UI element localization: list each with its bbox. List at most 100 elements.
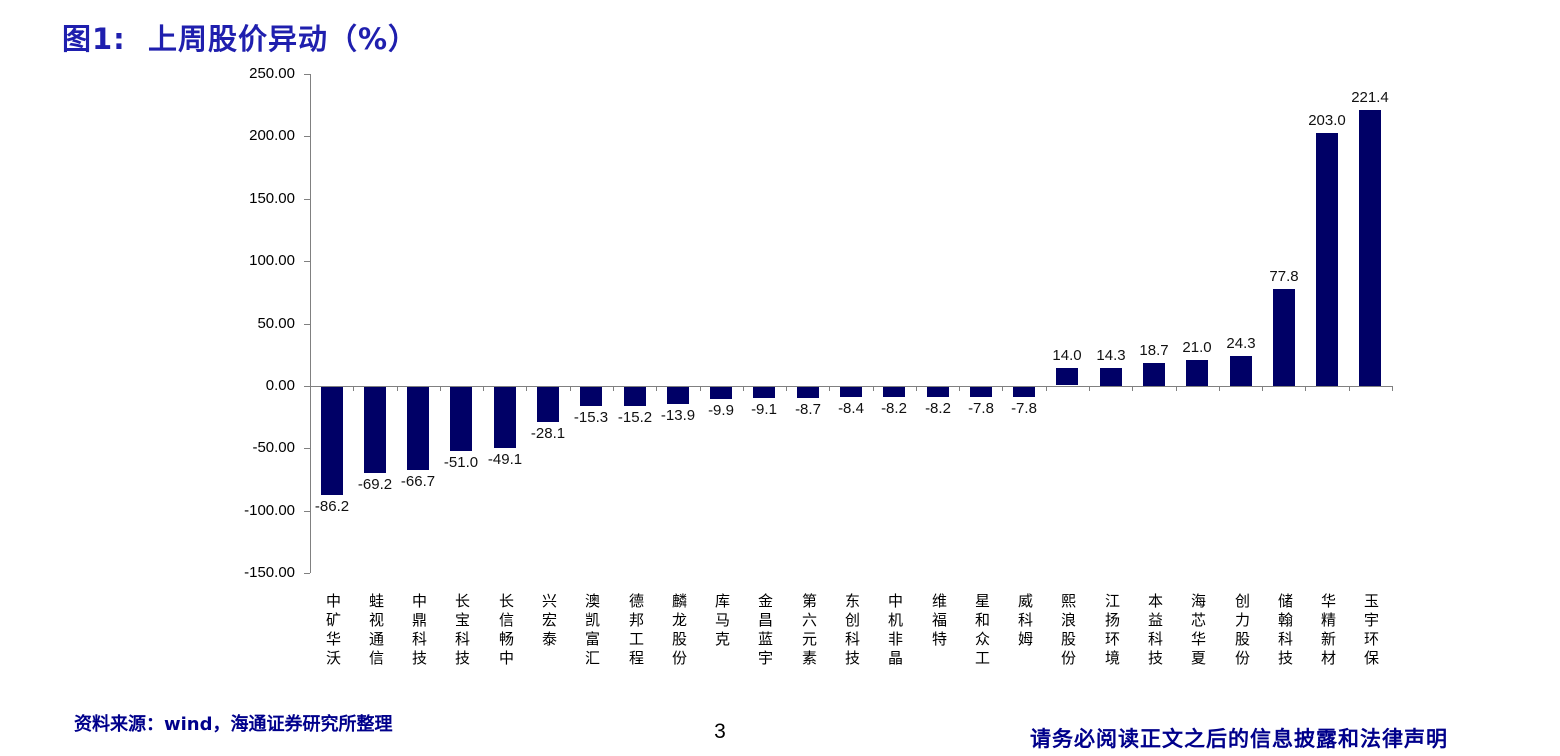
category-label: 中鼎科技 — [410, 593, 428, 669]
x-axis-line — [310, 386, 1392, 387]
y-tick-label: 50.00 — [257, 315, 295, 332]
y-tick-label: 200.00 — [249, 127, 295, 144]
y-tick-mark — [304, 511, 310, 512]
x-tick-mark — [1046, 386, 1047, 391]
category-label: 金昌蓝宇 — [756, 593, 774, 669]
bar — [970, 387, 992, 397]
bar-value-label: -8.2 — [925, 400, 951, 417]
chart-title: 图1: 上周股价异动（%） — [62, 22, 419, 56]
category-label: 中机非晶 — [886, 593, 904, 669]
bar — [364, 387, 386, 473]
bar — [1230, 356, 1252, 386]
bar-value-label: -51.0 — [443, 454, 479, 471]
bar — [537, 387, 559, 422]
x-tick-mark — [1305, 386, 1306, 391]
bar-value-label: -9.1 — [751, 401, 777, 418]
category-label: 蛙视通信 — [367, 593, 385, 669]
category-label: 华精新材 — [1319, 593, 1337, 669]
bar-value-label: 203.0 — [1308, 112, 1346, 129]
bar-value-label: -69.2 — [357, 476, 393, 493]
category-label: 威科姆 — [1016, 593, 1034, 650]
x-tick-mark — [700, 386, 701, 391]
y-tick-mark — [304, 261, 310, 262]
x-tick-mark — [656, 386, 657, 391]
y-tick-label: 100.00 — [249, 252, 295, 269]
bar — [667, 387, 689, 404]
category-label: 澳凯富汇 — [583, 593, 601, 669]
bar-value-label: 14.3 — [1096, 347, 1126, 364]
x-tick-mark — [310, 386, 311, 391]
bar — [1273, 289, 1295, 386]
y-tick-mark — [304, 386, 310, 387]
x-tick-mark — [440, 386, 441, 391]
page-number: 3 — [714, 720, 726, 743]
bar-value-label: 18.7 — [1139, 342, 1169, 359]
bar — [1359, 110, 1381, 386]
x-tick-mark — [959, 386, 960, 391]
bar-value-label: -66.7 — [400, 473, 436, 490]
y-tick-mark — [304, 199, 310, 200]
x-tick-mark — [1349, 386, 1350, 391]
bar — [710, 387, 732, 399]
x-tick-mark — [613, 386, 614, 391]
y-tick-mark — [304, 573, 310, 574]
x-tick-mark — [1392, 386, 1393, 391]
y-axis-line — [310, 74, 311, 573]
bar — [450, 387, 472, 451]
bar-value-label: 21.0 — [1182, 339, 1212, 356]
bar — [1056, 368, 1078, 385]
category-label: 长宝科技 — [453, 593, 471, 669]
category-label: 本益科技 — [1146, 593, 1164, 669]
x-tick-mark — [1219, 386, 1220, 391]
y-tick-mark — [304, 324, 310, 325]
category-label: 海芯华夏 — [1189, 593, 1207, 669]
x-tick-mark — [873, 386, 874, 391]
bar — [840, 387, 862, 397]
x-tick-mark — [1262, 386, 1263, 391]
x-tick-mark — [786, 386, 787, 391]
x-tick-mark — [743, 386, 744, 391]
x-tick-mark — [353, 386, 354, 391]
y-tick-mark — [304, 74, 310, 75]
x-tick-mark — [1132, 386, 1133, 391]
y-tick-label: 250.00 — [249, 65, 295, 82]
bar-value-label: -8.7 — [795, 401, 821, 418]
bar — [321, 387, 343, 495]
bar — [883, 387, 905, 397]
x-tick-mark — [526, 386, 527, 391]
bar-value-label: 221.4 — [1351, 89, 1389, 106]
bar-value-label: -15.3 — [573, 409, 609, 426]
bar-value-label: -15.2 — [617, 409, 653, 426]
bar — [1143, 363, 1165, 386]
bar — [753, 387, 775, 398]
category-label: 麟龙股份 — [670, 593, 688, 669]
category-label: 江扬环境 — [1103, 593, 1121, 669]
x-tick-mark — [483, 386, 484, 391]
category-label: 第六元素 — [800, 593, 818, 669]
category-label: 中矿华沃 — [324, 593, 342, 669]
x-tick-mark — [570, 386, 571, 391]
bar — [494, 387, 516, 448]
bar-value-label: -49.1 — [487, 451, 523, 468]
bar — [1013, 387, 1035, 397]
bar-value-label: -13.9 — [660, 407, 696, 424]
category-label: 玉宇环保 — [1362, 593, 1380, 669]
category-label: 星和众工 — [973, 593, 991, 669]
bar-value-label: -9.9 — [708, 402, 734, 419]
bar-chart: 250.00 200.00 150.00 100.00 50.00 0.00 -50.00 -… — [244, 65, 1393, 669]
bar-value-label: 24.3 — [1226, 335, 1256, 352]
bar — [624, 387, 646, 406]
x-tick-mark — [397, 386, 398, 391]
bar — [1316, 133, 1338, 386]
bar — [1100, 368, 1122, 386]
x-tick-mark — [1089, 386, 1090, 391]
bar-value-label: -7.8 — [968, 400, 994, 417]
category-label: 长信畅中 — [497, 593, 515, 669]
bar — [407, 387, 429, 470]
legal-disclaimer: 请务必阅读正文之后的信息披露和法律声明 — [1030, 727, 1448, 751]
category-label: 库马克 — [713, 593, 731, 650]
y-tick-label: -150.00 — [244, 564, 295, 581]
category-label: 储翰科技 — [1276, 593, 1294, 669]
category-label: 维福特 — [930, 593, 948, 650]
